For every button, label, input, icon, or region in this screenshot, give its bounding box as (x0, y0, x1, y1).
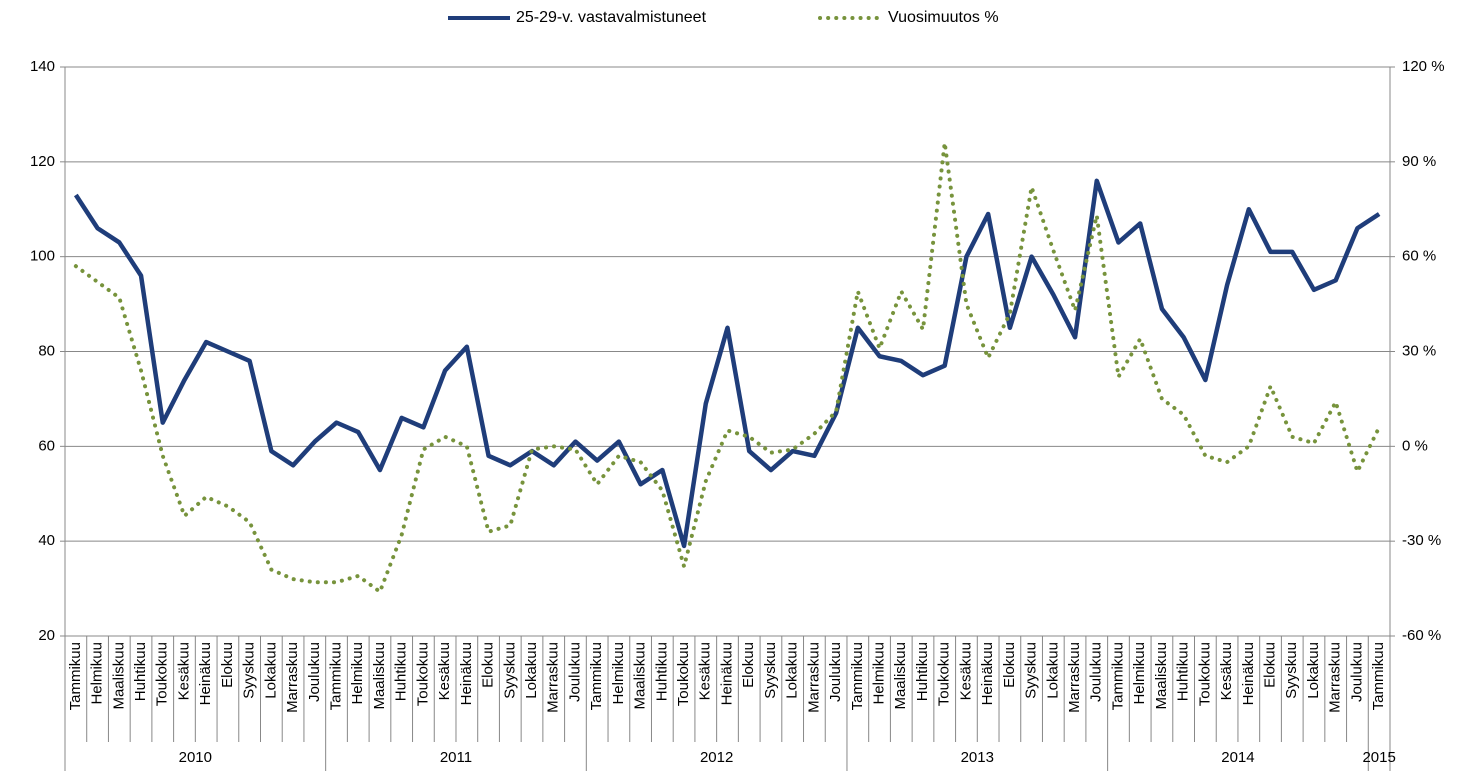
y-tick-label: 140 (30, 58, 55, 75)
x-tick-label: Maaliskuu (110, 642, 127, 710)
series-line (73, 178, 1381, 549)
x-tick-label: Elokuu (1262, 642, 1279, 688)
x-tick-label: Maaliskuu (1153, 642, 1170, 710)
x-tick-label: Tammikuu (67, 642, 84, 710)
y2-tick-label: 120 % (1402, 58, 1445, 75)
x-tick-label: Maaliskuu (371, 642, 388, 710)
y-tick-label: 60 (38, 437, 55, 454)
x-tick-label: Maaliskuu (892, 642, 909, 710)
legend-label: Vuosimuutos % (888, 9, 999, 26)
x-tick-label: Helmikuu (610, 642, 627, 705)
x-tick-label: Tammikuu (588, 642, 605, 710)
x-tick-label: Kesäkuu (175, 642, 192, 700)
year-label: 2011 (440, 749, 472, 766)
x-tick-label: Elokuu (219, 642, 236, 688)
year-label: 2010 (179, 749, 212, 766)
x-tick-label: Marraskuu (1327, 642, 1344, 713)
y-tick-label: 120 (30, 153, 55, 170)
year-label: 2014 (1221, 749, 1254, 766)
x-tick-label: Syyskuu (1283, 642, 1300, 699)
x-tick-label: Kesäkuu (697, 642, 714, 700)
x-tick-label: Toukokuu (154, 642, 171, 706)
x-tick-label: Joulukuu (1088, 642, 1105, 702)
x-tick-label: Lokakuu (1044, 642, 1061, 699)
y2-tick-label: -30 % (1402, 532, 1441, 549)
x-tick-label: Marraskuu (1066, 642, 1083, 713)
x-tick-label: Lokakuu (523, 642, 540, 699)
x-tick-label: Elokuu (480, 642, 497, 688)
x-tick-label: Heinäkuu (979, 642, 996, 705)
x-tick-label: Syyskuu (1023, 642, 1040, 699)
x-tick-label: Lokakuu (784, 642, 801, 699)
x-tick-label: Tammikuu (1370, 642, 1387, 710)
y-tick-label: 80 (38, 342, 55, 359)
x-tick-label: Toukokuu (1196, 642, 1213, 706)
year-label: 2012 (700, 749, 733, 766)
x-tick-label: Helmikuu (1131, 642, 1148, 705)
x-tick-label: Joulukuu (306, 642, 323, 702)
y2-tick-label: -60 % (1402, 627, 1441, 644)
x-tick-label: Syyskuu (501, 642, 518, 699)
x-tick-label: Lokakuu (262, 642, 279, 699)
y2-tick-label: 0 % (1402, 437, 1428, 454)
x-tick-label: Toukokuu (936, 642, 953, 706)
x-tick-label: Heinäkuu (1240, 642, 1257, 705)
y2-tick-label: 90 % (1402, 153, 1436, 170)
x-tick-label: Toukokuu (675, 642, 692, 706)
y2-tick-label: 30 % (1402, 342, 1436, 359)
x-tick-label: Joulukuu (566, 642, 583, 702)
x-tick-label: Marraskuu (284, 642, 301, 713)
x-tick-label: Tammikuu (327, 642, 344, 710)
x-tick-label: Tammikuu (849, 642, 866, 710)
x-tick-label: Helmikuu (349, 642, 366, 705)
x-tick-label: Elokuu (1001, 642, 1018, 688)
x-tick-label: Huhtikuu (393, 642, 410, 701)
x-tick-label: Huhtikuu (914, 642, 931, 701)
y-tick-label: 20 (38, 627, 55, 644)
year-label: 2013 (961, 749, 994, 766)
x-tick-label: Huhtikuu (132, 642, 149, 701)
x-tick-label: Huhtikuu (1175, 642, 1192, 701)
y-tick-label: 100 (30, 248, 55, 265)
x-tick-label: Syyskuu (762, 642, 779, 699)
x-tick-label: Huhtikuu (653, 642, 670, 701)
year-label: 2015 (1362, 749, 1395, 766)
x-tick-label: Toukokuu (414, 642, 431, 706)
x-tick-label: Marraskuu (805, 642, 822, 713)
legend-label: 25-29-v. vastavalmistuneet (516, 9, 707, 26)
x-tick-label: Joulukuu (827, 642, 844, 702)
x-tick-label: Lokakuu (1305, 642, 1322, 699)
x-tick-label: Kesäkuu (436, 642, 453, 700)
x-tick-label: Heinäkuu (458, 642, 475, 705)
x-tick-label: Syyskuu (241, 642, 258, 699)
x-tick-label: Kesäkuu (1218, 642, 1235, 700)
x-tick-label: Joulukuu (1348, 642, 1365, 702)
x-tick-label: Heinäkuu (718, 642, 735, 705)
x-tick-label: Maaliskuu (632, 642, 649, 710)
x-tick-label: Helmikuu (871, 642, 888, 705)
x-tick-label: Kesäkuu (957, 642, 974, 700)
x-tick-label: Helmikuu (89, 642, 106, 705)
y-tick-label: 40 (38, 532, 55, 549)
x-tick-label: Marraskuu (545, 642, 562, 713)
x-tick-label: Heinäkuu (197, 642, 214, 705)
x-tick-label: Tammikuu (1109, 642, 1126, 710)
y2-tick-label: 60 % (1402, 248, 1436, 265)
x-tick-label: Elokuu (740, 642, 757, 688)
series-line (73, 140, 1382, 594)
